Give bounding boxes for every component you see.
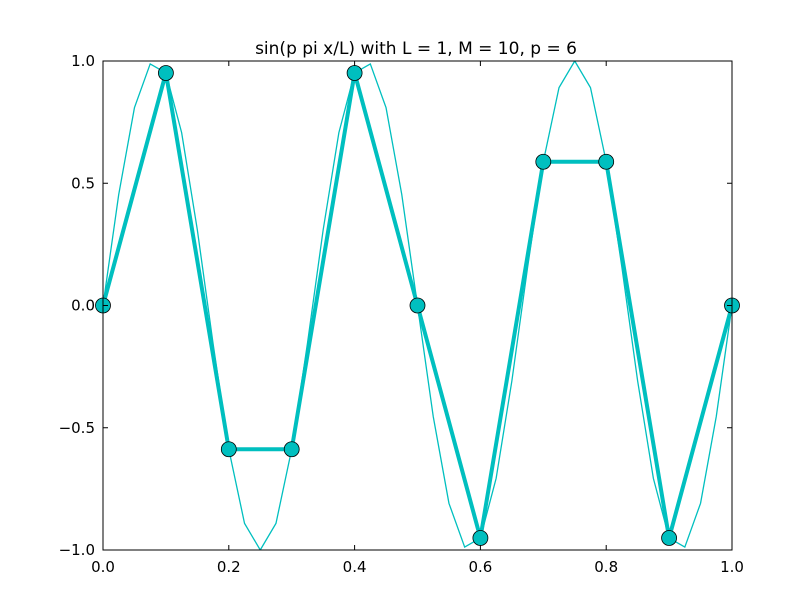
data-point-marker [283, 441, 300, 458]
data-point-marker [220, 441, 237, 458]
data-point-marker [472, 530, 489, 546]
x-tick-label: 1.0 [720, 558, 744, 576]
x-tick-label: 0.2 [217, 558, 241, 576]
y-tick-label: −1.0 [59, 541, 95, 559]
x-tick-label: 0.6 [468, 558, 492, 576]
y-tick-label: −0.5 [59, 419, 95, 437]
x-tick-label: 0.4 [343, 558, 367, 576]
data-point-marker [346, 65, 363, 81]
plot-area: 0.0 0.2 0.4 0.6 0.8 1.0 −1.0 −0.5 0.0 0.5 1.0 [59, 52, 744, 576]
y-tick-label: 0.5 [71, 174, 95, 192]
data-point-marker [157, 65, 174, 81]
x-tick-label: 0.8 [594, 558, 618, 576]
y-tick-label: 0.0 [71, 297, 95, 315]
data-point-marker [661, 530, 677, 546]
chart-title: sin(p pi x/L) with L = 1, M = 10, p = 6 [255, 39, 577, 59]
data-point-marker [409, 297, 426, 314]
data-point-marker [598, 153, 615, 170]
data-point-marker [535, 153, 552, 170]
y-tick-label: 1.0 [71, 52, 95, 70]
x-tick-label: 0.0 [91, 558, 115, 576]
